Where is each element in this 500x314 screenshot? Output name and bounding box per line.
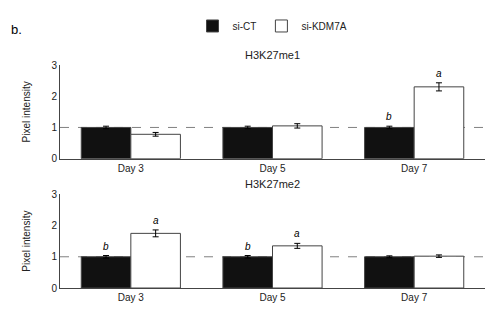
- svg-text:Day 5: Day 5: [259, 163, 286, 174]
- svg-text:Day 3: Day 3: [118, 292, 145, 303]
- svg-text:Day 3: Day 3: [118, 163, 145, 174]
- svg-text:a: a: [153, 215, 159, 226]
- svg-text:Pixel intensity: Pixel intensity: [21, 211, 32, 272]
- svg-text:0: 0: [51, 153, 57, 164]
- svg-text:3: 3: [51, 60, 57, 71]
- svg-text:H3K27me2: H3K27me2: [245, 178, 300, 190]
- svg-text:b.: b.: [11, 22, 22, 37]
- svg-text:b: b: [386, 111, 392, 122]
- svg-text:Day 5: Day 5: [259, 292, 286, 303]
- svg-text:Day 7: Day 7: [401, 163, 428, 174]
- svg-text:0: 0: [51, 283, 57, 294]
- svg-text:Day 7: Day 7: [401, 292, 428, 303]
- svg-text:b: b: [103, 241, 109, 252]
- svg-text:H3K27me1: H3K27me1: [245, 49, 300, 61]
- svg-text:b: b: [245, 241, 251, 252]
- svg-text:1: 1: [51, 122, 57, 133]
- svg-text:a: a: [294, 228, 300, 239]
- svg-text:2: 2: [51, 220, 57, 231]
- svg-text:2: 2: [51, 91, 57, 102]
- svg-text:1: 1: [51, 251, 57, 262]
- svg-text:a: a: [436, 68, 442, 79]
- svg-text:Pixel intensity: Pixel intensity: [21, 81, 32, 142]
- svg-text:si-CT: si-CT: [233, 21, 257, 32]
- svg-text:3: 3: [51, 189, 57, 200]
- svg-text:si-KDM7A: si-KDM7A: [301, 21, 346, 32]
